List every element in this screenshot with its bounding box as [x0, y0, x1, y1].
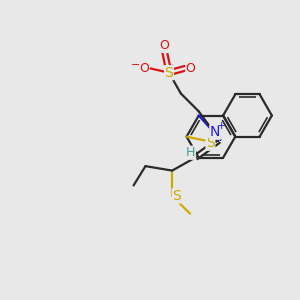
Text: O: O [160, 39, 170, 52]
Text: N: N [210, 125, 220, 139]
Text: +: + [217, 121, 226, 131]
Text: S: S [172, 189, 181, 203]
Text: H: H [186, 146, 195, 159]
Text: O: O [140, 62, 149, 75]
Text: O: O [186, 62, 196, 75]
Text: S: S [206, 136, 215, 150]
Text: −: − [131, 60, 140, 70]
Text: S: S [165, 66, 173, 80]
